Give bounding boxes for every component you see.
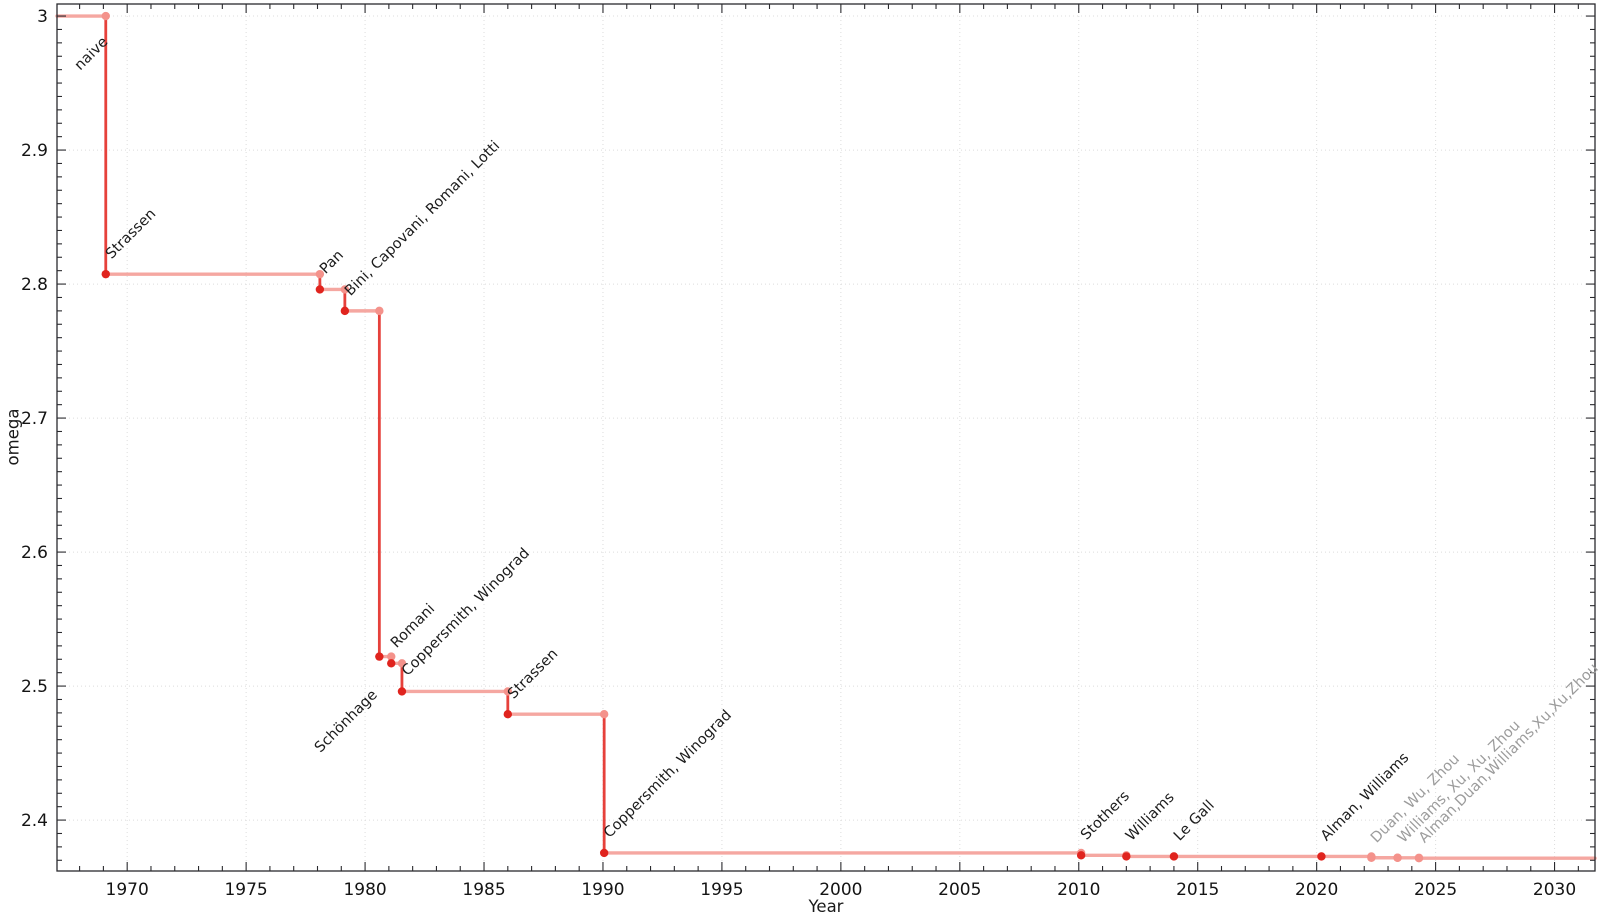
new-record-point (375, 652, 384, 661)
y-tick-label: 2.9 (21, 141, 48, 161)
x-tick-label: 2010 (1057, 880, 1100, 900)
x-tick-label: 1985 (462, 880, 505, 900)
x-tick-label: 2000 (819, 880, 862, 900)
new-record-point (101, 269, 110, 279)
new-record-point (387, 659, 396, 668)
previous-record-point (1367, 853, 1376, 862)
previous-record-point (397, 659, 407, 668)
previous-record-point (387, 652, 396, 661)
new-record-point (1317, 852, 1326, 861)
y-tick-label: 2.6 (21, 543, 48, 563)
previous-record-point (599, 710, 609, 719)
previous-record-point (315, 269, 325, 279)
previous-record-point (101, 11, 110, 21)
y-tick-label: 3 (37, 7, 48, 27)
new-record-point (1169, 852, 1179, 861)
new-record-point (599, 848, 609, 858)
y-axis-title: omega (3, 408, 23, 466)
x-tick-label: 2025 (1414, 880, 1457, 900)
y-tick-label: 2.5 (21, 677, 48, 697)
x-tick-label: 2005 (938, 880, 981, 900)
new-record-point (1076, 851, 1086, 860)
new-record-point (315, 285, 325, 294)
previous-record-point (1414, 854, 1424, 863)
new-record-point (503, 710, 513, 719)
y-tick-label: 2.4 (21, 811, 48, 831)
new-record-point (397, 687, 407, 696)
x-tick-label: 2030 (1533, 880, 1576, 900)
x-tick-label: 2020 (1295, 880, 1338, 900)
previous-record-point (340, 285, 350, 294)
x-tick-label: 1980 (343, 880, 386, 900)
x-tick-label: 1970 (106, 880, 149, 900)
x-axis-title: Year (808, 897, 844, 916)
previous-record-point (1393, 853, 1402, 862)
x-tick-label: 1990 (581, 880, 624, 900)
y-tick-label: 2.7 (21, 409, 48, 429)
plot-frame (56, 3, 1596, 872)
previous-record-point (503, 687, 513, 696)
x-tick-label: 1995 (700, 880, 743, 900)
previous-record-point (375, 306, 384, 316)
new-record-point (340, 306, 350, 316)
new-record-point (1122, 852, 1131, 861)
x-tick-label: 1975 (224, 880, 267, 900)
x-tick-label: 2015 (1176, 880, 1219, 900)
y-tick-label: 2.8 (21, 275, 48, 295)
